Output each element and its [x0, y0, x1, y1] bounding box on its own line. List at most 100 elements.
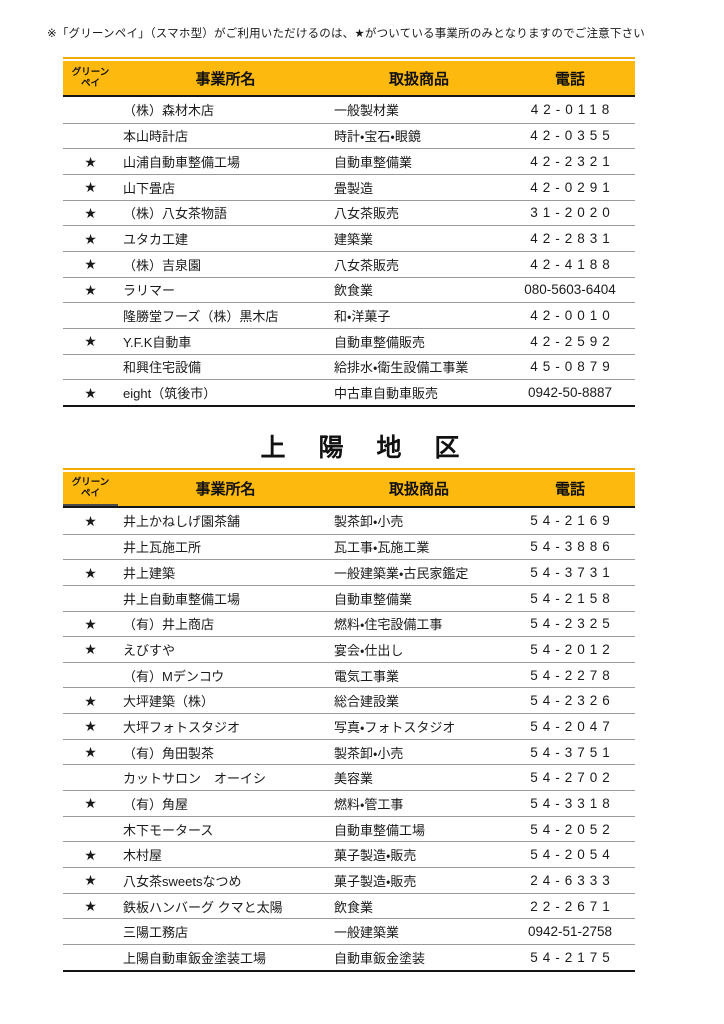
table-row: ★ 井上建築 一般建築業・古民家鑑定 54-3731: [63, 559, 635, 585]
product-category: 給排水・衛生設備工事業: [334, 360, 469, 376]
product-category: 製茶卸・小売: [334, 514, 404, 530]
table-row: ★ Y.F.K自動車 自動車整備販売 42-2592: [63, 327, 635, 354]
table-row: （有）Mデンコウ 電気工事業 54-2278: [63, 661, 635, 688]
business-name: 山下畳店: [123, 180, 176, 196]
business-name: 木村屋: [123, 848, 163, 864]
phone-number: 54-3751: [530, 744, 615, 760]
product-category: 自動車鈑金塗装: [334, 950, 426, 966]
product-category: 自動車整備業: [334, 591, 413, 607]
product-category: 時計・宝石・眼鏡: [334, 129, 421, 145]
phone-number: 54-2325: [530, 616, 615, 632]
greenpay-star-icon: ★: [84, 153, 97, 170]
business-name: （有）井上商店: [123, 617, 215, 633]
phone-number: 54-3318: [530, 795, 615, 811]
business-name: eight（筑後市）: [123, 386, 217, 402]
greenpay-star-icon: ★: [84, 512, 97, 529]
greenpay-label-line2: ペイ: [80, 487, 100, 499]
table-row: ★ 木村屋 菓子製造・販売 54-2054: [63, 841, 635, 867]
product-category: 瓦工事・瓦施工業: [334, 540, 430, 556]
product-category: 中古車自動車販売: [334, 386, 439, 402]
business-name: ユタカ工建: [123, 232, 189, 248]
table-row: ★ ユタカ工建 建築業 42-2831: [63, 225, 635, 251]
product-category: 美容業: [334, 771, 374, 787]
business-name: 井上自動車整備工場: [123, 591, 241, 607]
table-row: ★ 鉄板ハンバーグ クマと太陽 飲食業 22-2671: [63, 892, 635, 919]
greenpay-star-icon: ★: [84, 641, 97, 658]
table-row: ★ 大坪建築（株） 総合建設業 54-2326: [63, 687, 635, 713]
greenpay-star-icon: ★: [84, 179, 97, 196]
phone-number: 31-2020: [530, 205, 615, 221]
greenpay-star-icon: ★: [84, 615, 97, 632]
product-category: 一般製材業: [334, 103, 400, 119]
product-category: 製茶卸・小売: [334, 745, 404, 761]
greenpay-label-line2: ペイ: [80, 78, 100, 89]
greenpay-label-line1: グリーン: [71, 476, 110, 488]
business-table-1: グリーン ペイ 事業所名 取扱商品 電話 （株）森材木店 一般製材業 42-0118…: [63, 57, 635, 407]
table-row: （株）森材木店 一般製材業 42-0118: [63, 97, 635, 123]
column-header-phone: 電話: [554, 481, 585, 499]
product-category: 八女茶販売: [334, 206, 400, 222]
greenpay-star-icon: ★: [84, 718, 97, 735]
business-name: （株）吉泉園: [123, 257, 202, 273]
table-top-rule: [63, 57, 635, 59]
greenpay-star-icon: ★: [84, 692, 97, 709]
business-name: 鉄板ハンバーグ クマと太陽: [123, 899, 283, 915]
table-row: ★ eight（筑後市） 中古車自動車販売 0942-50-8887: [63, 379, 635, 405]
table-header: グリーン ペイ 事業所名 取扱商品 電話: [63, 61, 635, 97]
table-row: ★ ラリマー 飲食業 080-5603-6404: [63, 276, 635, 303]
greenpay-star-icon: ★: [84, 795, 97, 812]
table-row: ★ えびすや 宴会・仕出し 54-2012: [63, 636, 635, 662]
phone-number: 42-0118: [530, 102, 615, 118]
phone-number: 54-3731: [530, 565, 615, 581]
phone-number: 54-2702: [530, 770, 615, 786]
phone-number: 42-0010: [530, 308, 615, 324]
product-category: 八女茶販売: [334, 257, 400, 273]
business-name: 井上瓦施工所: [123, 540, 202, 556]
product-category: 燃料・管工事: [334, 796, 404, 812]
phone-number: 24-6333: [530, 872, 615, 888]
business-name: （有）角田製茶: [123, 745, 215, 761]
business-name: ラリマー: [123, 283, 176, 299]
table-top-rule: [63, 467, 635, 470]
column-header-phone: 電話: [554, 70, 585, 88]
product-category: 飲食業: [334, 899, 374, 915]
phone-number: 54-2054: [530, 847, 615, 863]
table-row: ★ （有）井上商店 燃料・住宅設備工事 54-2325: [63, 610, 635, 637]
product-category: 菓子製造・販売: [334, 848, 417, 864]
table-row: 隆勝堂フーズ（株）黒木店 和・洋菓子 42-0010: [63, 302, 635, 328]
phone-number: 54-2158: [530, 590, 615, 606]
greenpay-star-icon: ★: [84, 256, 97, 273]
table-body: ★ 井上かねしげ園茶舗 製茶卸・小売 54-2169 井上瓦施工所 瓦工事・瓦施工業 54-…: [63, 508, 635, 972]
business-name: 大坪建築（株）: [123, 694, 215, 710]
product-category: 一般建築業・古民家鑑定: [334, 566, 469, 582]
table-row: 上陽自動車鈑金塗装工場 自動車鈑金塗装 54-2175: [63, 944, 635, 970]
notice-text: ※「グリーンペイ」（スマホ型）がご利用いただけるのは、★がついている事業所のみと…: [47, 28, 645, 40]
product-category: 建築業: [334, 232, 374, 248]
phone-number: 0942-51-2758: [527, 924, 613, 940]
phone-number: 42-2831: [530, 231, 615, 247]
product-category: 和・洋菓子: [334, 309, 391, 325]
business-name: （有）Mデンコウ: [123, 668, 225, 684]
business-name: 井上建築: [123, 566, 176, 582]
greenpay-star-icon: ★: [84, 898, 97, 915]
product-category: 飲食業: [334, 283, 374, 299]
phone-number: 22-2671: [530, 898, 615, 914]
product-category: 畳製造: [334, 180, 374, 196]
phone-number: 42-0355: [530, 128, 615, 144]
table-row: ★ 大坪フォトスタジオ 写真・フォトスタジオ 54-2047: [63, 713, 635, 739]
product-category: 電気工事業: [334, 668, 400, 684]
table-row: 三陽工務店 一般建築業 0942-51-2758: [63, 918, 635, 944]
business-name: （株）八女茶物語: [123, 206, 228, 222]
column-header-product: 取扱商品: [388, 70, 449, 88]
greenpay-star-icon: ★: [84, 204, 97, 221]
column-header-greenpay: グリーン ペイ: [63, 472, 118, 506]
business-name: （株）森材木店: [123, 103, 215, 119]
phone-number: 54-2278: [530, 667, 615, 683]
product-category: 総合建設業: [334, 694, 400, 710]
product-category: 自動車整備販売: [334, 334, 426, 350]
phone-number: 45-0879: [530, 359, 615, 375]
product-category: 自動車整備工場: [334, 822, 426, 838]
column-header-greenpay: グリーン ペイ: [63, 61, 118, 95]
table-row: 和興住宅設備 給排水・衛生設備工事業 45-0879: [63, 353, 635, 380]
